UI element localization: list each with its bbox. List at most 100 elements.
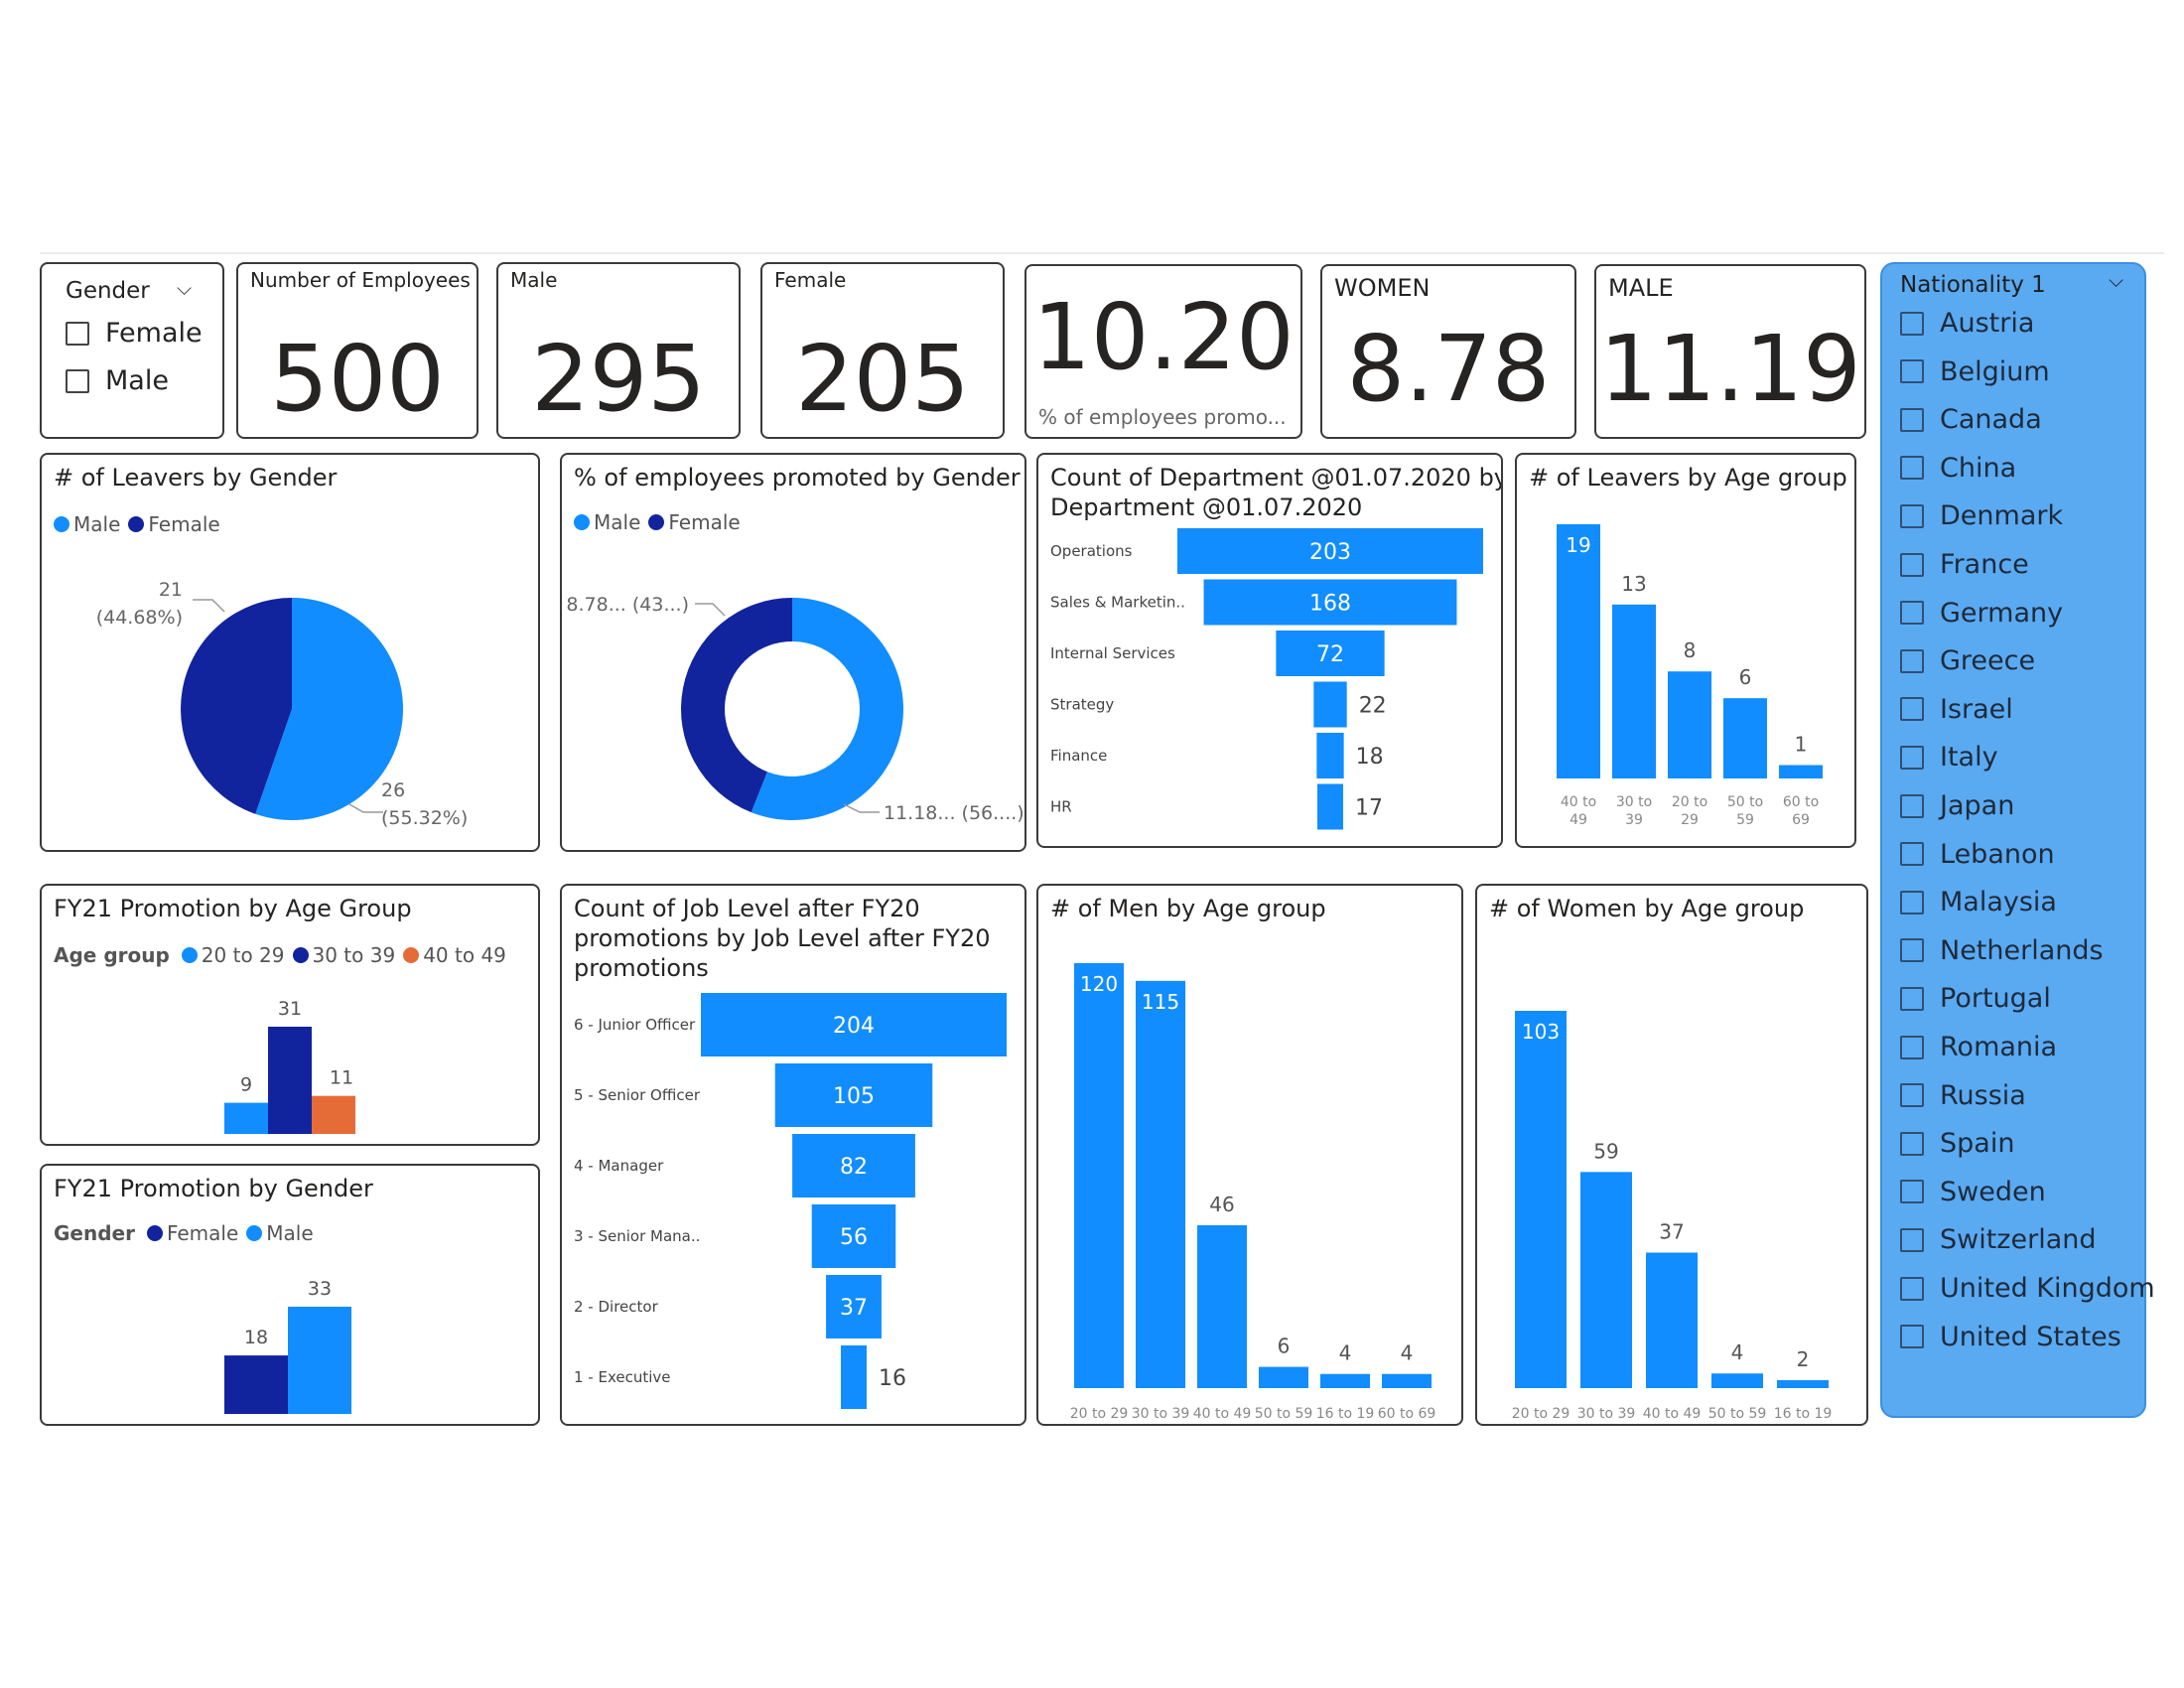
category-label: 4 - Manager [574,1157,664,1175]
column-bar [312,1095,355,1134]
nationality-option[interactable]: Portugal [1900,983,2051,1014]
funnel-bar [811,1204,896,1268]
checkbox[interactable] [1900,986,1924,1011]
checkbox[interactable] [1900,1035,1924,1059]
kpi-number-of-employees: Number of Employees 500 [236,262,478,439]
legend-label: Male [73,512,121,536]
legend-item-female[interactable]: Female [648,510,741,534]
nationality-option[interactable]: Germany [1900,598,2063,629]
nationality-option[interactable]: Switzerland [1900,1224,2097,1255]
checkbox[interactable] [1900,745,1924,770]
axis-tick-label: 40 to 49 [1193,1406,1252,1422]
category-label: Finance [1050,747,1107,765]
legend-item-male[interactable]: Male [246,1221,314,1245]
axis-tick-label: 39 [1625,812,1643,828]
nationality-option[interactable]: Greece [1900,645,2035,676]
checkbox[interactable] [1900,407,1924,432]
axis-tick-label: 20 to [1672,794,1707,810]
data-label: 26 [381,779,405,801]
nationality-option[interactable]: France [1900,549,2029,580]
nationality-slicer: Nationality 1 ⌵ Austria Belgium Canada Chin… [1880,262,2155,1418]
chart-legend: Male Female [574,510,749,534]
funnel-bar [1316,733,1344,778]
data-label: 4 [1731,1340,1744,1364]
data-label: 16 [879,1366,906,1391]
data-label: 6 [1739,665,1752,689]
nationality-option[interactable]: Austria [1900,308,2034,339]
checkbox[interactable] [1900,311,1924,336]
axis-tick-label: 40 to 49 [1643,1406,1702,1422]
gender-option-female[interactable]: Female [66,318,203,349]
nationality-option[interactable]: Canada [1900,404,2042,435]
data-label: 105 [833,1084,875,1109]
chart-promotion-by-age: FY21 Promotion by Age Group Age group 20… [40,884,540,1146]
checkbox[interactable] [1900,1227,1924,1252]
legend-item-30-to-39[interactable]: 30 to 39 [292,943,395,967]
nationality-option[interactable]: Belgium [1900,356,2050,387]
column-bar [268,1027,312,1134]
nationality-option[interactable]: Italy [1900,742,1998,773]
checkbox[interactable] [1900,359,1924,384]
checkbox[interactable] [1900,793,1924,818]
nationality-option[interactable]: Romania [1900,1032,2057,1062]
checkbox[interactable] [1900,890,1924,914]
nationality-option[interactable]: Denmark [1900,500,2063,531]
nationality-option[interactable]: Japan [1900,790,2014,821]
checkbox[interactable] [66,368,89,393]
checkbox[interactable] [1900,503,1924,528]
chart-title-line-3: promotions [574,954,709,982]
data-label: 204 [833,1014,875,1039]
legend-item-male[interactable]: Male [574,510,640,534]
checkbox[interactable] [1900,697,1924,722]
checkbox[interactable] [1900,1083,1924,1108]
checkbox[interactable] [1900,842,1924,867]
chevron-down-icon[interactable]: ⌵ [2109,268,2124,292]
axis-tick-label: 69 [1792,812,1810,828]
legend-item-40-to-49[interactable]: 40 to 49 [403,943,506,967]
nationality-option[interactable]: China [1900,453,2016,484]
axis-tick-label: 60 to 69 [1378,1406,1436,1422]
column-bar [224,1355,288,1414]
checkbox[interactable] [1900,456,1924,481]
chevron-down-icon[interactable]: ⌵ [177,276,193,300]
chart-title: # of Women by Age group [1489,895,1805,922]
checkbox[interactable] [66,321,89,346]
checkbox[interactable] [1900,1276,1924,1301]
legend-item-20-to-29[interactable]: 20 to 29 [181,943,285,967]
nationality-option-label: Malaysia [1940,887,2057,918]
checkbox[interactable] [1900,1325,1924,1349]
funnel-bar [1317,783,1343,830]
nationality-option[interactable]: United States [1900,1322,2121,1352]
nationality-option[interactable]: Sweden [1900,1177,2046,1207]
data-label: 13 [1621,572,1646,596]
checkbox[interactable] [1900,552,1924,577]
checkbox[interactable] [1900,1180,1924,1204]
nationality-option[interactable]: United Kingdom [1900,1273,2155,1304]
legend-item-female[interactable]: Female [146,1221,238,1245]
nationality-option[interactable]: Israel [1900,694,2013,725]
column-bar [1612,604,1656,778]
pie-slice-female [180,598,292,814]
data-label: 46 [1209,1193,1234,1216]
legend-item-female[interactable]: Female [128,512,220,536]
category-label: Strategy [1050,696,1114,714]
axis-tick-label: 30 to [1616,794,1652,810]
axis-tick-label: 29 [1681,812,1699,828]
nationality-option[interactable]: Malaysia [1900,887,2057,917]
data-label: 11 [330,1067,353,1089]
checkbox[interactable] [1900,648,1924,673]
checkbox[interactable] [1900,1131,1924,1156]
checkbox[interactable] [1900,938,1924,963]
legend-item-male[interactable]: Male [54,512,120,536]
data-label: 4 [1339,1341,1352,1365]
checkbox[interactable] [1900,601,1924,626]
axis-tick-label: 49 [1570,812,1587,828]
nationality-option[interactable]: Netherlands [1900,935,2104,966]
nationality-option[interactable]: Spain [1900,1128,2014,1159]
kpi-value: 11.19 [1599,316,1861,422]
nationality-option-label: Lebanon [1940,838,2055,870]
nationality-option[interactable]: Lebanon [1900,839,2055,870]
nationality-option[interactable]: Russia [1900,1080,2026,1111]
gender-option-male[interactable]: Male [66,365,169,396]
chart-department: Count of Department @01.07.2020 by Depar… [1036,453,1503,848]
